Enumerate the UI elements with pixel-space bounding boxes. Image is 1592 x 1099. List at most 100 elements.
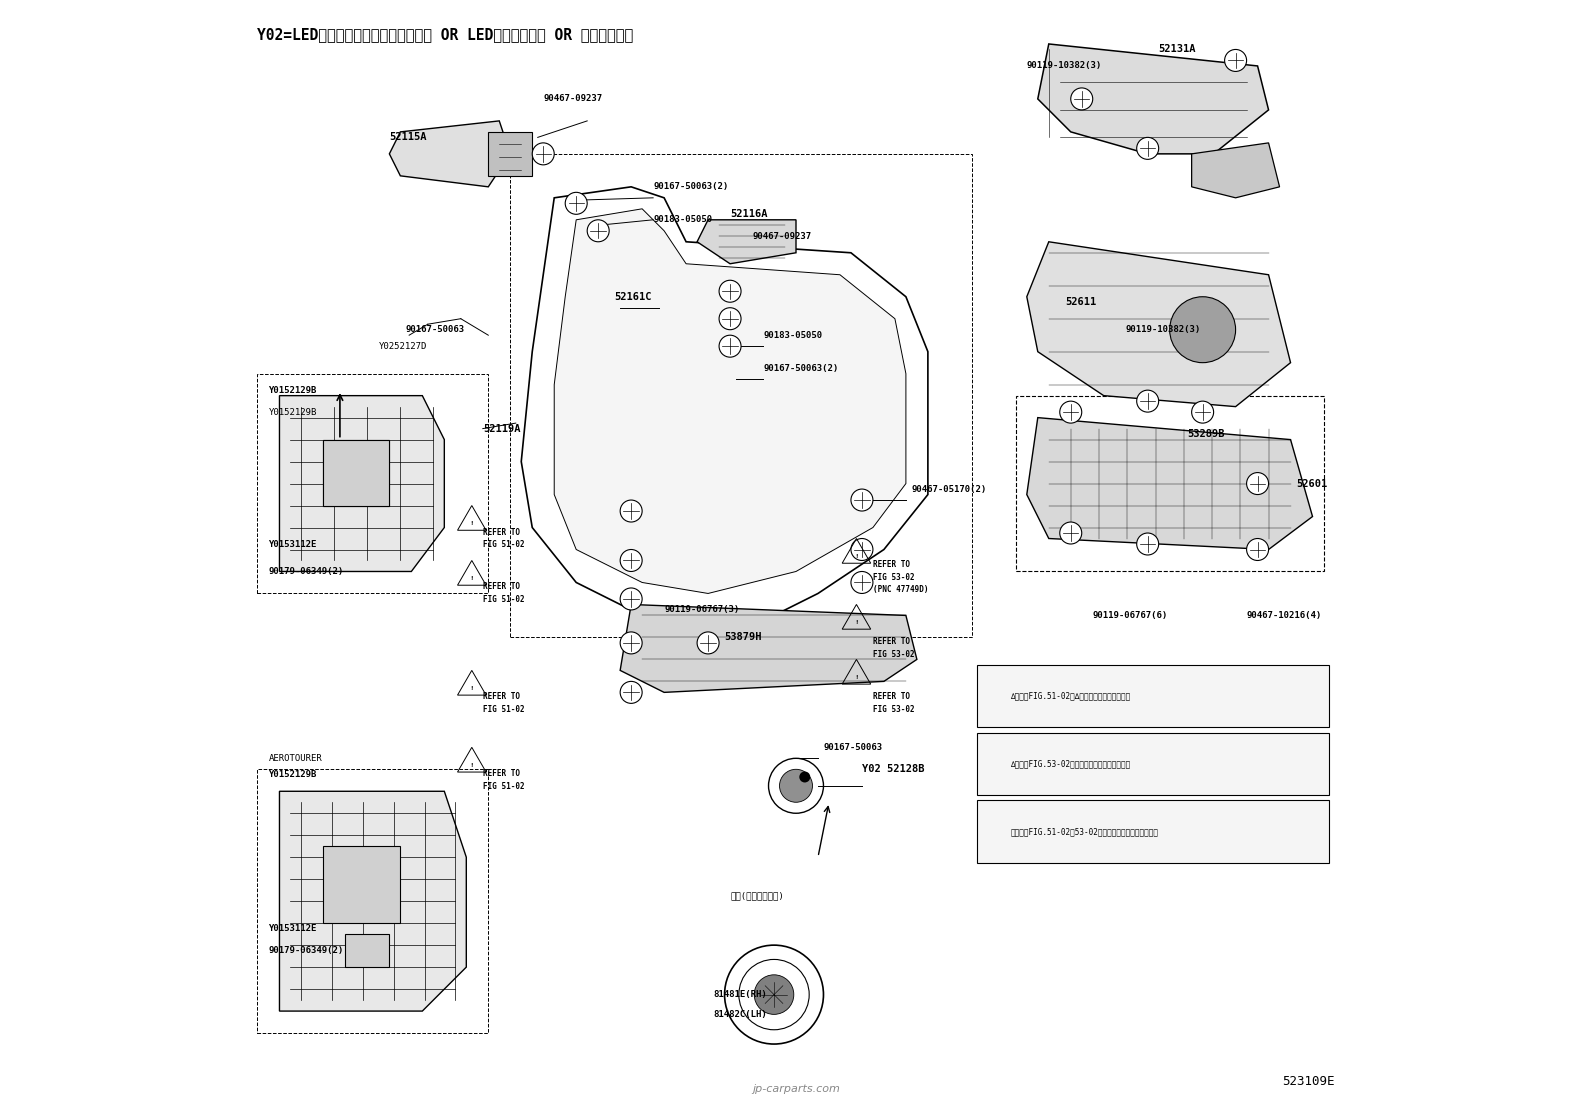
Text: 90179-06349(2): 90179-06349(2) xyxy=(269,567,344,576)
Bar xyxy=(258,769,489,1033)
Circle shape xyxy=(1137,533,1159,555)
Text: 90167-50063: 90167-50063 xyxy=(823,743,882,752)
Text: 52611: 52611 xyxy=(1065,297,1097,308)
Circle shape xyxy=(1247,539,1269,560)
Text: Y0153112E: Y0153112E xyxy=(269,924,317,933)
Text: REFER TO
FIG 53-02: REFER TO FIG 53-02 xyxy=(872,692,914,714)
Circle shape xyxy=(587,220,610,242)
Circle shape xyxy=(852,539,872,560)
Polygon shape xyxy=(554,209,906,593)
Circle shape xyxy=(621,681,642,703)
Text: 90467-09237: 90467-09237 xyxy=(751,232,812,241)
Circle shape xyxy=(720,280,740,302)
Text: 52131A: 52131A xyxy=(1159,44,1196,55)
Text: 90167-50063: 90167-50063 xyxy=(406,325,465,334)
Text: !: ! xyxy=(855,620,858,625)
Text: REFER TO
FIG 53-02: REFER TO FIG 53-02 xyxy=(872,637,914,659)
Circle shape xyxy=(1170,297,1235,363)
Text: !: ! xyxy=(992,695,995,700)
Polygon shape xyxy=(390,121,511,187)
Circle shape xyxy=(621,550,642,571)
Text: 有り(フォグランプ): 有り(フォグランプ) xyxy=(731,891,783,900)
Text: 53879H: 53879H xyxy=(724,632,763,643)
Bar xyxy=(323,440,390,506)
Bar xyxy=(323,440,390,506)
Circle shape xyxy=(1060,401,1081,423)
Text: Y0153112E: Y0153112E xyxy=(269,540,317,548)
Text: 90183-05050: 90183-05050 xyxy=(653,215,712,224)
Text: Y0152129B: Y0152129B xyxy=(269,386,317,395)
Circle shape xyxy=(1071,88,1092,110)
Text: ⑪、⑫はFIG.51-02，53-02の⑪、⑫と対応しています。: ⑪、⑫はFIG.51-02，53-02の⑪、⑫と対応しています。 xyxy=(1011,828,1159,836)
Text: 52115A: 52115A xyxy=(390,132,427,143)
Circle shape xyxy=(1137,390,1159,412)
Text: ∆～③はFIG.51-02の∆～③と対応しています。: ∆～③はFIG.51-02の∆～③と対応しています。 xyxy=(1011,691,1130,700)
Text: ∆、⑤はFIG.53-02の⑤、⑤と対応しています。: ∆、⑤はFIG.53-02の⑤、⑤と対応しています。 xyxy=(1011,759,1130,768)
Text: REFER TO
FIG 53-02
(PNC 47749D): REFER TO FIG 53-02 (PNC 47749D) xyxy=(872,560,928,595)
Text: !: ! xyxy=(471,576,473,581)
Circle shape xyxy=(799,771,810,782)
Text: 90167-50063(2): 90167-50063(2) xyxy=(763,364,839,373)
FancyBboxPatch shape xyxy=(977,733,1329,795)
Polygon shape xyxy=(1027,242,1291,407)
Text: Y0152129B: Y0152129B xyxy=(269,408,317,417)
Polygon shape xyxy=(1027,418,1312,550)
Text: !: ! xyxy=(471,521,473,526)
Circle shape xyxy=(720,308,740,330)
Polygon shape xyxy=(280,396,444,571)
Circle shape xyxy=(1192,401,1213,423)
Polygon shape xyxy=(697,220,796,264)
Circle shape xyxy=(1137,137,1159,159)
Polygon shape xyxy=(280,791,466,1011)
Text: REFER TO
FIG 51-02: REFER TO FIG 51-02 xyxy=(482,528,524,550)
Text: !: ! xyxy=(855,675,858,680)
Circle shape xyxy=(621,588,642,610)
Circle shape xyxy=(852,489,872,511)
Circle shape xyxy=(1247,473,1269,495)
Text: AEROTOURER: AEROTOURER xyxy=(269,754,322,763)
Circle shape xyxy=(720,335,740,357)
Circle shape xyxy=(532,143,554,165)
Circle shape xyxy=(1224,49,1247,71)
Text: 90183-05050: 90183-05050 xyxy=(763,331,821,340)
Text: 53289B: 53289B xyxy=(1188,429,1224,440)
FancyBboxPatch shape xyxy=(977,800,1329,863)
Circle shape xyxy=(565,192,587,214)
Circle shape xyxy=(621,632,642,654)
Text: Y02=LEDアクセントイルミネーション OR LEDフォグランプ OR フォグランプ: Y02=LEDアクセントイルミネーション OR LEDフォグランプ OR フォグ… xyxy=(258,27,634,43)
Text: 52116A: 52116A xyxy=(731,209,767,220)
Polygon shape xyxy=(1038,44,1269,154)
Text: 90119-06767(3): 90119-06767(3) xyxy=(664,606,739,614)
Text: 90467-05170(2): 90467-05170(2) xyxy=(911,485,987,493)
Text: !: ! xyxy=(992,763,995,767)
Polygon shape xyxy=(621,604,917,692)
Text: REFER TO
FIG 51-02: REFER TO FIG 51-02 xyxy=(482,769,524,791)
Text: 90119-06767(6): 90119-06767(6) xyxy=(1092,611,1169,620)
Text: 81481E(RH): 81481E(RH) xyxy=(713,990,767,999)
Circle shape xyxy=(780,769,812,802)
Text: !: ! xyxy=(992,831,995,835)
Text: Y0152129B: Y0152129B xyxy=(269,770,317,779)
Bar xyxy=(489,132,532,176)
Bar xyxy=(345,934,390,967)
Bar xyxy=(511,154,971,637)
Text: 523109E: 523109E xyxy=(1282,1075,1334,1088)
Text: 90467-10216(4): 90467-10216(4) xyxy=(1247,611,1321,620)
Text: 90467-09237: 90467-09237 xyxy=(543,95,602,103)
Text: 52161C: 52161C xyxy=(615,291,653,302)
Text: 52119A: 52119A xyxy=(482,423,521,434)
Circle shape xyxy=(755,975,794,1014)
Text: REFER TO
FIG 51-02: REFER TO FIG 51-02 xyxy=(482,692,524,714)
Text: 90119-10382(3): 90119-10382(3) xyxy=(1027,62,1102,70)
Text: !: ! xyxy=(855,554,858,559)
Circle shape xyxy=(621,500,642,522)
Text: Y02 52128B: Y02 52128B xyxy=(861,764,925,775)
Bar xyxy=(323,846,400,923)
Text: !: ! xyxy=(471,686,473,691)
Text: 90167-50063(2): 90167-50063(2) xyxy=(653,182,729,191)
Text: Y0252127D: Y0252127D xyxy=(379,342,427,351)
Text: REFER TO
FIG 51-02: REFER TO FIG 51-02 xyxy=(482,582,524,604)
Bar xyxy=(1016,396,1323,571)
Text: 90119-10382(3): 90119-10382(3) xyxy=(1126,325,1200,334)
Polygon shape xyxy=(1192,143,1280,198)
